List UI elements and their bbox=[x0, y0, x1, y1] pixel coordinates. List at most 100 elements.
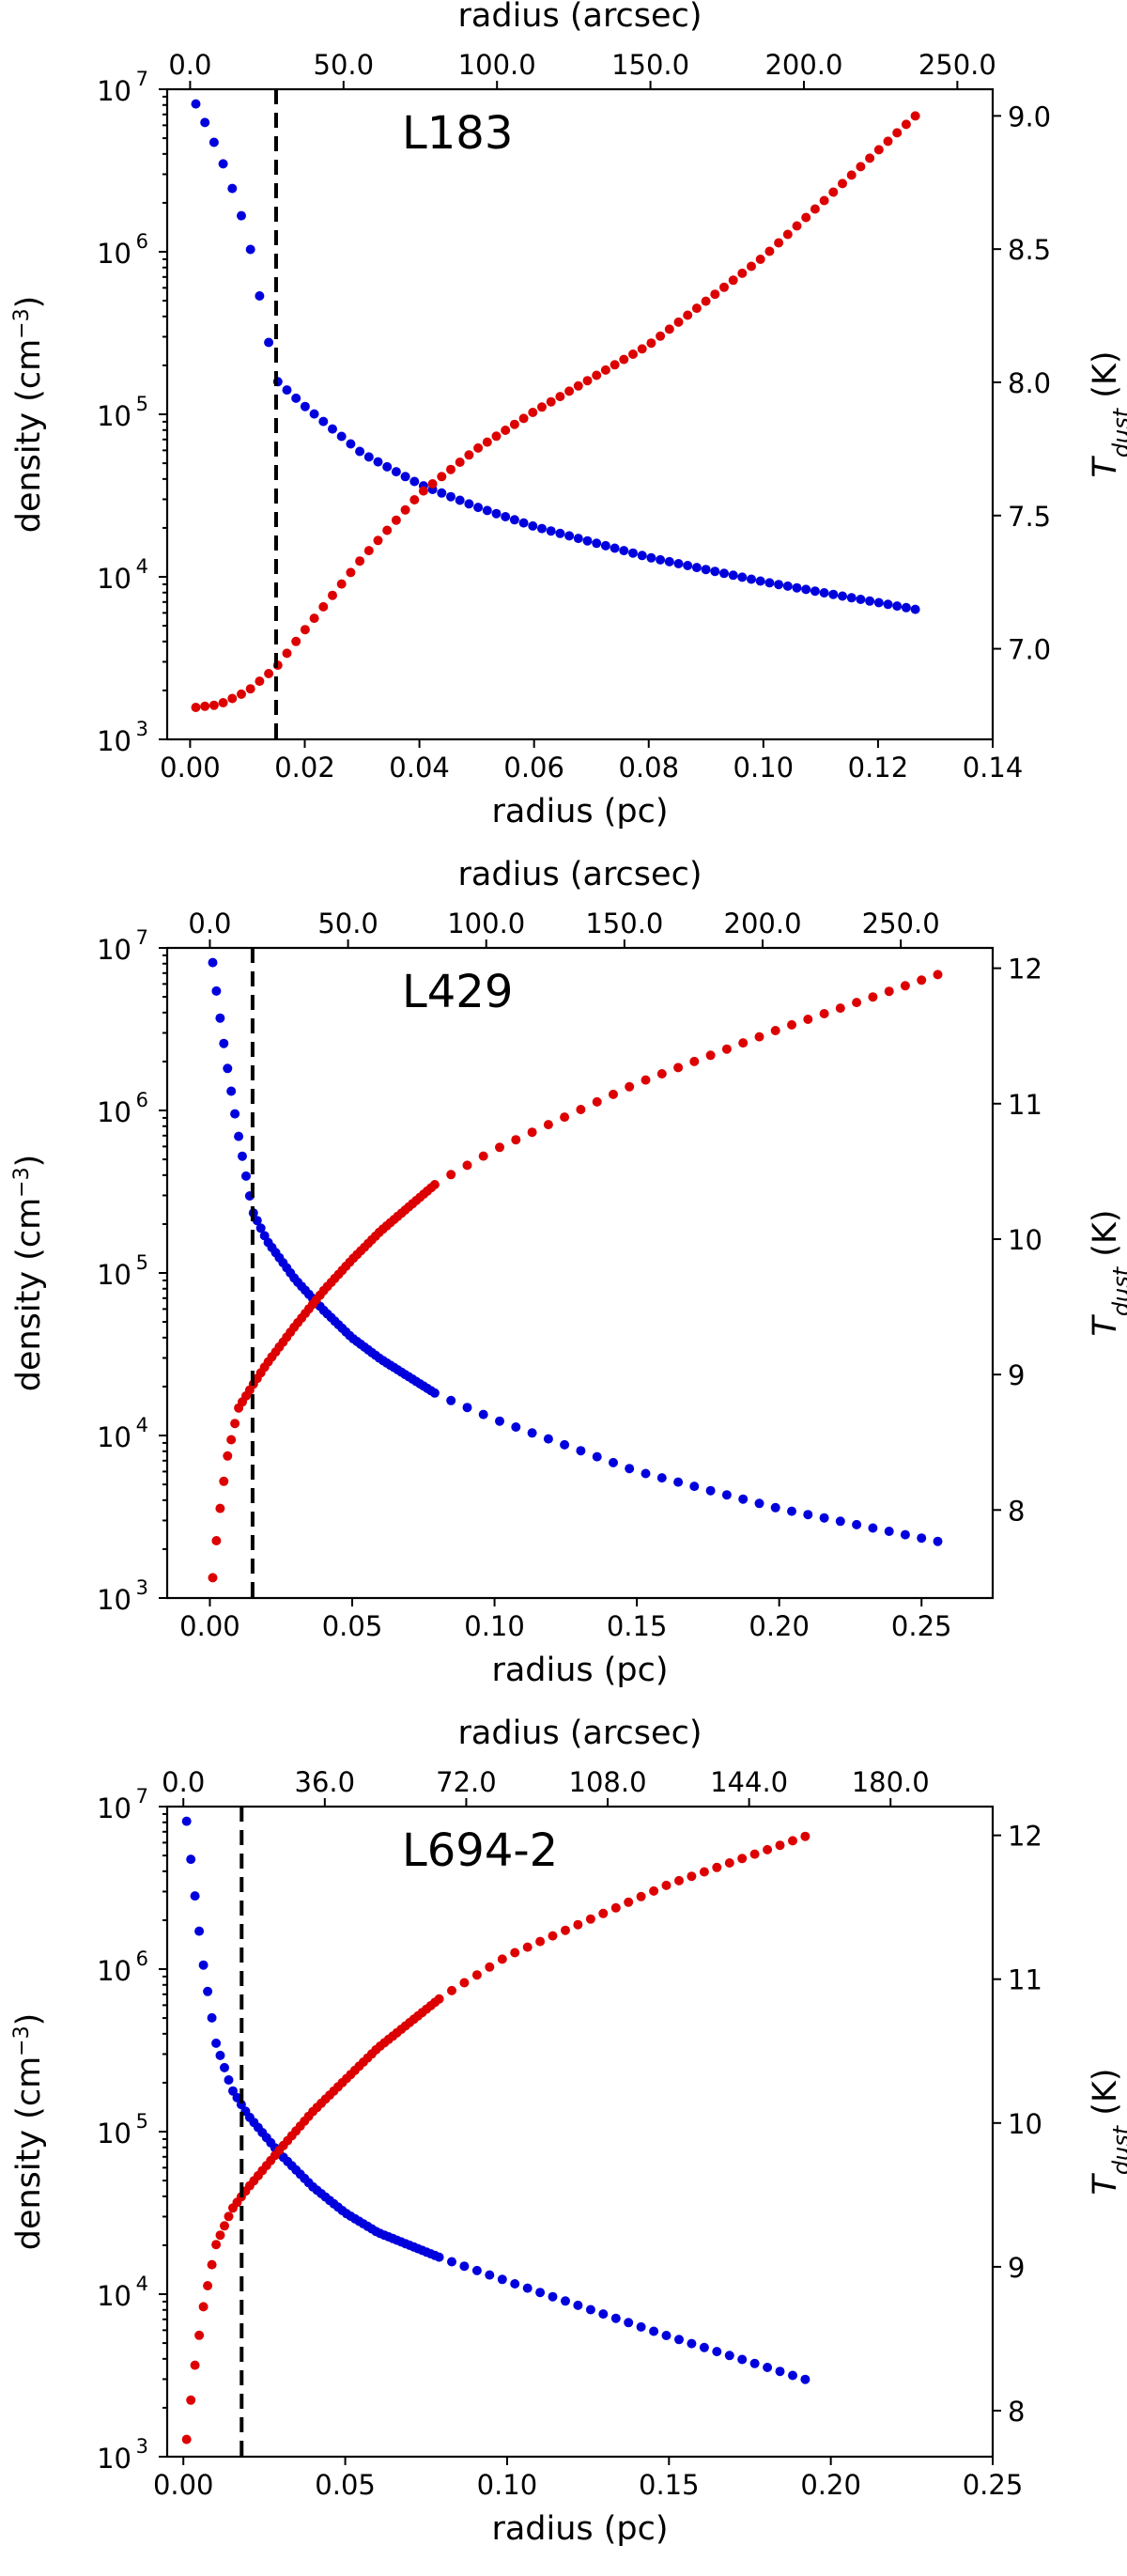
T_dust-point bbox=[264, 669, 274, 678]
T_dust-point bbox=[446, 464, 455, 474]
density-point bbox=[609, 1457, 618, 1467]
density-point bbox=[636, 2321, 646, 2332]
density-point bbox=[803, 1510, 813, 1520]
y2-tick-label: 7.5 bbox=[1008, 501, 1051, 533]
density-point bbox=[497, 2274, 507, 2285]
T_dust-point bbox=[710, 289, 720, 300]
T_dust-point bbox=[227, 693, 238, 704]
density-point bbox=[546, 526, 556, 536]
y-tick-base: 10 bbox=[97, 2280, 131, 2312]
T_dust-point bbox=[429, 1180, 440, 1189]
density-point bbox=[535, 2288, 546, 2298]
y2-tick-label: 10 bbox=[1008, 1224, 1042, 1256]
density-point bbox=[528, 520, 538, 531]
x-top-tick-label: 100.0 bbox=[447, 908, 525, 939]
T_dust-point bbox=[555, 392, 565, 402]
T_dust-point bbox=[576, 1105, 586, 1114]
y-tick-label: 10 bbox=[97, 1259, 131, 1291]
x-top-tick-label: 0.0 bbox=[162, 1766, 205, 1798]
T_dust-point bbox=[637, 344, 647, 354]
density-point bbox=[446, 1395, 456, 1405]
T_dust-point bbox=[548, 1931, 558, 1941]
plot-frame bbox=[165, 87, 995, 741]
T_dust-point bbox=[673, 317, 684, 327]
y-tick-label: 10 bbox=[97, 2280, 131, 2312]
density-point bbox=[619, 546, 629, 556]
T_dust-point bbox=[610, 1902, 621, 1913]
T_dust-point bbox=[336, 579, 347, 589]
density-point bbox=[701, 565, 711, 575]
T_dust-point bbox=[689, 1056, 700, 1066]
T_dust-point bbox=[625, 1081, 635, 1092]
T_dust-point bbox=[561, 1925, 570, 1935]
y-tick-label: 10 bbox=[97, 934, 131, 966]
T_dust-point bbox=[803, 1015, 813, 1024]
x-tick-label: 0.00 bbox=[153, 2469, 214, 2501]
density-point bbox=[782, 581, 793, 591]
density-point bbox=[674, 2335, 684, 2345]
x-top-tick-label: 100.0 bbox=[458, 49, 536, 81]
T_dust-point bbox=[592, 370, 602, 380]
density-point bbox=[473, 503, 484, 513]
density-point bbox=[710, 566, 720, 577]
T_dust-point bbox=[363, 546, 374, 556]
density-point bbox=[318, 416, 329, 427]
density-point bbox=[382, 461, 393, 472]
T_dust-point bbox=[724, 1858, 734, 1868]
T_dust-point bbox=[564, 386, 575, 396]
y-tick-exponent: 5 bbox=[136, 1251, 148, 1274]
y2-axis-label-symbol: T bbox=[1087, 1314, 1124, 1337]
density-point bbox=[592, 538, 602, 549]
density-point bbox=[810, 586, 820, 597]
density-point bbox=[656, 1473, 667, 1483]
density-point bbox=[555, 528, 565, 538]
density-point bbox=[792, 582, 802, 593]
x-axis-label: radius (pc) bbox=[491, 2510, 668, 2548]
density-point bbox=[598, 2309, 609, 2320]
y-tick-label: 10 bbox=[97, 1792, 131, 1824]
y-tick-exponent: 3 bbox=[136, 718, 148, 740]
density-point bbox=[482, 505, 492, 516]
T_dust-point bbox=[434, 1994, 444, 2004]
density-point bbox=[200, 117, 210, 128]
T_dust-point bbox=[819, 195, 829, 206]
T_dust-point bbox=[828, 187, 839, 197]
T_dust-point bbox=[400, 504, 410, 515]
y2-axis-label-unit: (K) bbox=[1087, 2068, 1124, 2125]
x-top-axis-label: radius (arcsec) bbox=[458, 1717, 702, 1752]
density-point bbox=[683, 561, 693, 570]
density-point bbox=[763, 2363, 773, 2372]
y-tick-exponent: 7 bbox=[136, 1785, 148, 1808]
T_dust-point bbox=[846, 170, 857, 180]
density-point bbox=[775, 2367, 785, 2377]
y-tick-exponent: 5 bbox=[136, 2110, 148, 2133]
y-axis-label-text: density (cm bbox=[10, 339, 48, 533]
density-point bbox=[883, 599, 893, 610]
x-tick-label: 0.10 bbox=[464, 1610, 525, 1642]
y-tick-exponent: 6 bbox=[136, 1089, 148, 1111]
x-tick-label: 0.20 bbox=[800, 2469, 861, 2501]
T_dust-point bbox=[754, 1032, 764, 1042]
density-point bbox=[215, 1013, 225, 1023]
T_dust-point bbox=[218, 698, 228, 707]
T_dust-point bbox=[892, 128, 903, 138]
T_dust-point bbox=[800, 1831, 811, 1841]
x-tick-label: 0.20 bbox=[749, 1610, 810, 1642]
T_dust-point bbox=[437, 472, 447, 482]
density-point bbox=[511, 1422, 521, 1432]
T_dust-point bbox=[883, 136, 893, 147]
density-point bbox=[641, 1468, 651, 1479]
density-point bbox=[873, 597, 884, 608]
T_dust-point bbox=[473, 442, 484, 453]
T_dust-point bbox=[656, 331, 666, 341]
T_dust-point bbox=[656, 1069, 667, 1079]
x-tick-label: 0.04 bbox=[389, 752, 450, 784]
density-point bbox=[901, 602, 911, 613]
density-point bbox=[237, 210, 246, 221]
T_dust-point bbox=[719, 282, 729, 292]
density-point bbox=[573, 534, 583, 544]
density-point bbox=[747, 574, 756, 584]
x-tick-label: 0.15 bbox=[639, 2469, 700, 2501]
density-point bbox=[625, 1464, 635, 1474]
